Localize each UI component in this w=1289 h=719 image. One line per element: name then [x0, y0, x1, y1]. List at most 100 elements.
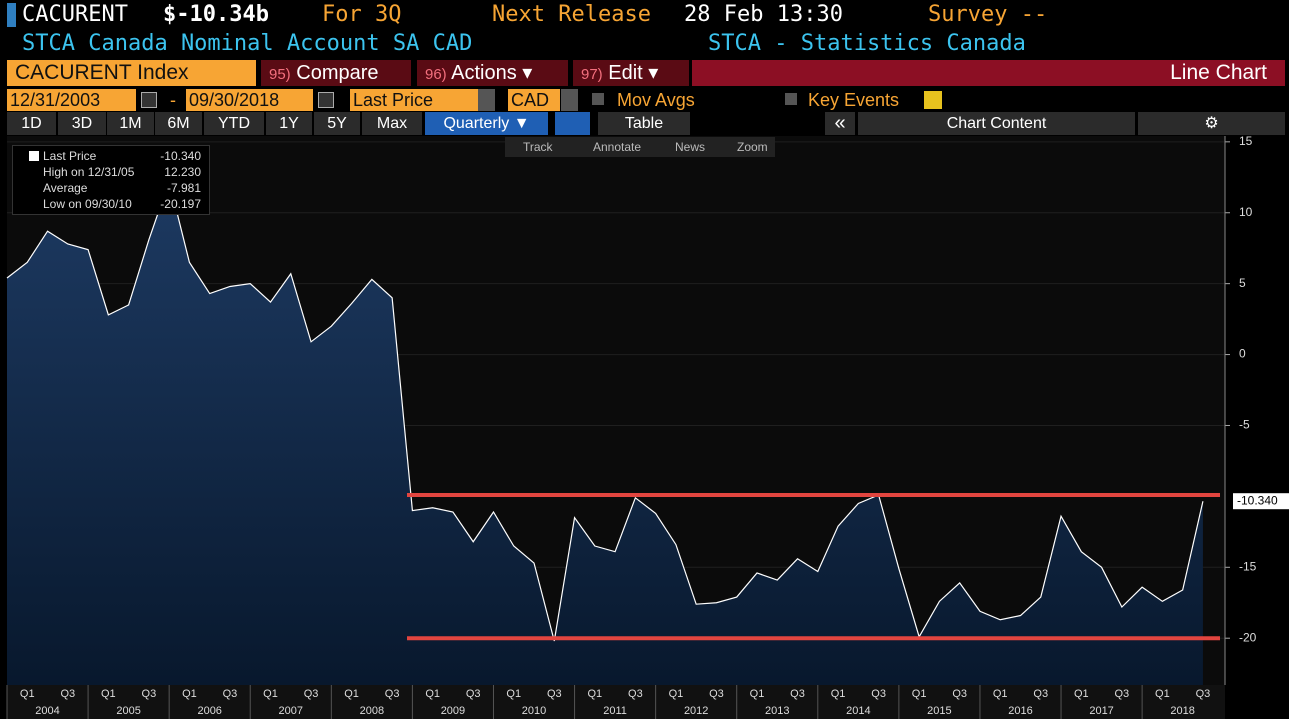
x-tick-label: Q1: [344, 688, 359, 700]
info-icon[interactable]: [924, 91, 942, 109]
x-tick-label: Q3: [709, 688, 724, 700]
release-time: 28 Feb 13:30: [684, 2, 843, 27]
checkbox[interactable]: [592, 93, 604, 105]
year-label: 2012: [684, 705, 708, 717]
range-button[interactable]: 3D: [58, 112, 106, 135]
range-button[interactable]: 1M: [107, 112, 154, 135]
tool-button[interactable]: Zoom: [737, 140, 768, 154]
x-tick-label: Q1: [425, 688, 440, 700]
view-type[interactable]: Line Chart: [692, 60, 1285, 86]
frequency-button[interactable]: Quarterly ▼: [425, 112, 548, 135]
range-button[interactable]: 1Y: [266, 112, 312, 135]
year-label: 2014: [846, 705, 870, 717]
y-tick-label: 15: [1239, 136, 1253, 148]
x-tick-label: Q1: [993, 688, 1008, 700]
settings-button[interactable]: ⚙: [1138, 112, 1285, 135]
year-label: 2004: [35, 705, 59, 717]
x-tick-label: Q1: [263, 688, 278, 700]
x-tick-label: Q3: [1033, 688, 1048, 700]
year-label: 2015: [927, 705, 951, 717]
tool-button[interactable]: Track: [523, 140, 553, 154]
legend-label: Last Price: [43, 149, 97, 163]
x-tick-label: Q3: [304, 688, 319, 700]
legend-label: Average: [43, 181, 88, 195]
x-tick-label: Q3: [142, 688, 157, 700]
tool-button[interactable]: News: [675, 140, 706, 154]
edit-button[interactable]: 97) Edit ▾: [573, 60, 689, 86]
y-tick-label: 10: [1239, 205, 1253, 219]
x-tick-label: Q1: [101, 688, 116, 700]
actions-button[interactable]: 96) Actions ▾: [417, 60, 568, 86]
legend: Last Price -10.340 High on 12/31/05 12.230 A…: [12, 145, 210, 215]
chart-content-button[interactable]: Chart Content: [858, 112, 1135, 135]
end-date[interactable]: 09/30/2018: [186, 89, 313, 111]
range-button[interactable]: 5Y: [314, 112, 360, 135]
x-tick-label: Q1: [20, 688, 35, 700]
security-field[interactable]: CACURENT Index: [7, 60, 256, 86]
year-label: 2011: [603, 705, 627, 717]
button-label: Actions ▾: [451, 62, 533, 84]
calendar-icon[interactable]: [318, 92, 334, 108]
ticker: CACURENT: [22, 2, 128, 27]
legend-value: -7.981: [166, 181, 201, 195]
area: [7, 181, 1203, 685]
x-tick-label: Q1: [182, 688, 197, 700]
mov-avgs[interactable]: Mov Avgs: [617, 90, 695, 110]
currency-select[interactable]: CAD: [508, 89, 560, 111]
date-dash: -: [170, 90, 176, 110]
collapse-button[interactable]: «: [825, 112, 855, 135]
legend-value: -10.340: [160, 149, 201, 163]
price: $-10.34b: [163, 2, 269, 27]
year-label: 2013: [765, 705, 789, 717]
legend-value: -20.197: [160, 197, 201, 211]
x-tick-label: Q3: [952, 688, 967, 700]
x-tick-label: Q1: [912, 688, 927, 700]
y-tick-label: -15: [1239, 559, 1257, 573]
start-date[interactable]: 12/31/2003: [7, 89, 136, 111]
source: STCA - Statistics Canada: [708, 31, 1026, 56]
key-events[interactable]: Key Events: [808, 90, 900, 110]
compare-button[interactable]: 95) Compare: [261, 60, 411, 86]
y-tick-label: -20: [1239, 630, 1257, 644]
year-label: 2009: [441, 705, 465, 717]
x-tick-label: Q1: [831, 688, 846, 700]
dropdown-arrow[interactable]: [561, 89, 578, 111]
last-value-label: -10.340: [1237, 493, 1278, 507]
button-label: Compare: [296, 62, 379, 84]
marker: [7, 3, 16, 27]
calendar-icon[interactable]: [141, 92, 157, 108]
year-label: 2006: [197, 705, 221, 717]
range-button[interactable]: YTD: [204, 112, 264, 135]
chart: 15 10 5 0 -5 -15 -20 -10.340 Q1 Q3 Q1 Q3 Q1 Q3 Q1 Q3 Q1 Q…: [6, 136, 1289, 719]
axis-background: [1225, 136, 1289, 685]
field-select[interactable]: Last Price: [350, 89, 478, 111]
year-label: 2007: [279, 705, 303, 717]
range-button[interactable]: Max: [362, 112, 422, 135]
year-label: 2018: [1170, 705, 1194, 717]
x-tick-label: Q3: [628, 688, 643, 700]
checkbox[interactable]: [785, 93, 797, 105]
x-tick-label: Q3: [871, 688, 886, 700]
range-button[interactable]: 1D: [7, 112, 56, 135]
legend-value: 12.230: [164, 165, 201, 179]
x-tick-label: Q1: [750, 688, 765, 700]
year-label: 2010: [522, 705, 546, 717]
year-label: 2005: [116, 705, 140, 717]
line: [6, 179, 1204, 642]
table-button[interactable]: Table: [598, 112, 690, 135]
y-tick-label: 5: [1239, 276, 1246, 290]
description: STCA Canada Nominal Account SA CAD: [22, 31, 473, 56]
release-label: Next Release: [492, 2, 651, 27]
chart-icon-button[interactable]: [555, 112, 590, 135]
x-axis-background: [7, 685, 1225, 719]
x-tick-label: Q3: [223, 688, 238, 700]
last-value-tag: [1233, 493, 1289, 510]
dropdown-arrow[interactable]: [478, 89, 495, 111]
x-tick-label: Q3: [385, 688, 400, 700]
range-button[interactable]: 6M: [155, 112, 202, 135]
x-tick-label: Q3: [466, 688, 481, 700]
tool-button[interactable]: Annotate: [593, 140, 642, 154]
x-tick-label: Q3: [60, 688, 75, 700]
x-tick-label: Q1: [1074, 688, 1089, 700]
